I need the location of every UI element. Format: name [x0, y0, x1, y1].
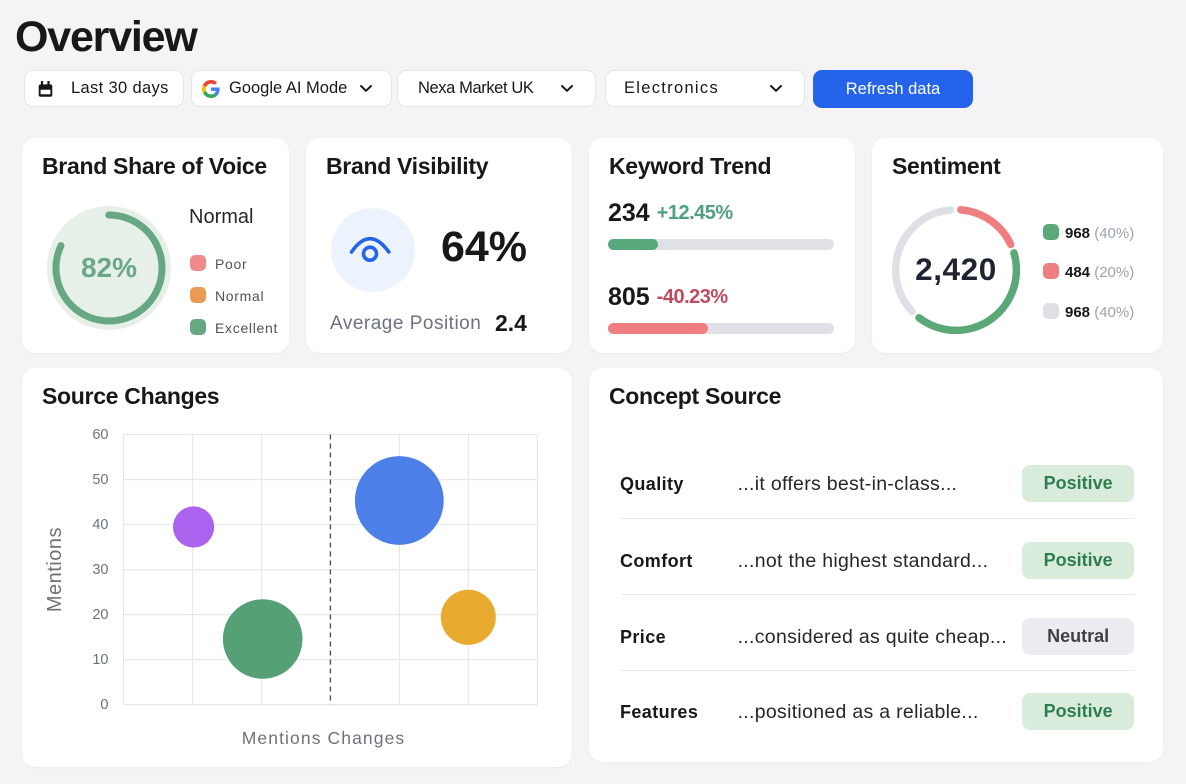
- svg-text:20: 20: [92, 607, 108, 623]
- svg-text:40: 40: [92, 517, 108, 533]
- svg-text:50: 50: [92, 472, 108, 488]
- svg-text:10: 10: [92, 652, 108, 668]
- svg-text:0: 0: [100, 697, 108, 713]
- svg-text:Mentions Changes: Mentions Changes: [242, 728, 406, 748]
- svg-text:30: 30: [92, 562, 108, 578]
- svg-text:Mentions: Mentions: [44, 527, 66, 612]
- svg-text:60: 60: [92, 427, 108, 443]
